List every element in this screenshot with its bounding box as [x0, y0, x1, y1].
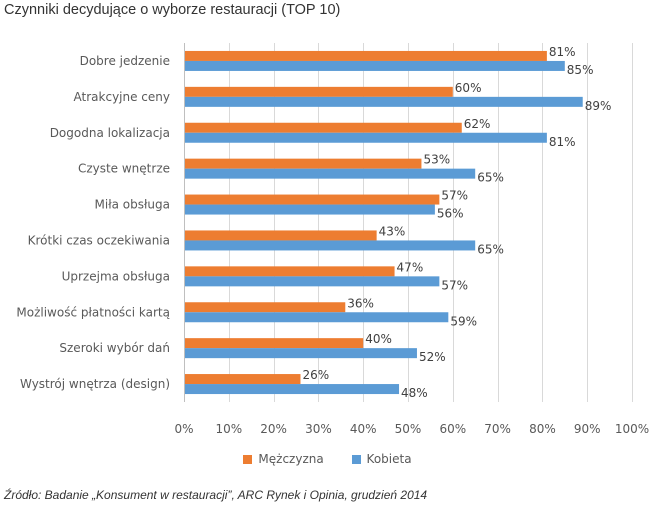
bar-chart: 0% 10% 20% 30% 40% 50% 60% 70% 80% 90% 100% Dobre j…	[16, 43, 649, 436]
legend: Mężczyzna Kobieta	[0, 452, 655, 467]
legend-swatch-men	[243, 454, 253, 464]
legend-swatch-women	[351, 454, 361, 464]
bar-men	[185, 194, 440, 205]
category-label: Możliwość płatności kartą	[16, 305, 170, 319]
data-label-men: 62%	[464, 117, 491, 131]
bar-men	[185, 302, 346, 313]
data-label-women: 52%	[419, 350, 446, 364]
legend-item-men: Mężczyzna	[243, 452, 324, 466]
category-label: Dogodna lokalizacja	[50, 126, 170, 140]
data-label-men: 53%	[423, 153, 450, 167]
data-label-men: 43%	[379, 224, 406, 238]
x-tick-label-70: 70%	[484, 422, 511, 436]
legend-item-women: Kobieta	[351, 452, 412, 466]
x-tick-label-10: 10%	[215, 422, 242, 436]
data-label-men: 60%	[455, 81, 482, 95]
bar-women	[185, 240, 476, 251]
bar-men	[185, 230, 377, 241]
bar-women	[185, 276, 440, 287]
x-tick-label-30: 30%	[305, 422, 332, 436]
category-label: Szeroki wybór dań	[59, 341, 170, 355]
x-tick-label-90: 90%	[574, 422, 601, 436]
category-label: Krótki czas oczekiwania	[28, 233, 170, 247]
category-label: Dobre jedzenie	[80, 54, 170, 68]
bar-women	[185, 204, 435, 215]
data-label-men: 36%	[347, 296, 374, 310]
bar-men	[185, 158, 422, 169]
data-label-men: 57%	[441, 189, 468, 203]
data-label-women: 56%	[437, 207, 464, 221]
bar-women	[185, 348, 417, 359]
source-note: Źródło: Badanie „Konsument w restauracji…	[4, 488, 428, 502]
category-label: Wystrój wnętrza (design)	[20, 377, 170, 391]
bar-men	[185, 122, 462, 133]
category-label: Czyste wnętrze	[78, 162, 170, 176]
bar-men	[185, 374, 301, 385]
data-label-women: 48%	[401, 386, 428, 400]
data-label-women: 65%	[477, 242, 504, 256]
data-label-women: 89%	[585, 99, 612, 113]
bar-women	[185, 60, 565, 71]
data-label-women: 57%	[441, 278, 468, 292]
x-tick-label-20: 20%	[260, 422, 287, 436]
category-label: Atrakcyjne ceny	[74, 90, 170, 104]
bar-women	[185, 168, 476, 179]
bar-women	[185, 132, 547, 143]
data-label-men: 26%	[302, 368, 329, 382]
x-tick-label-60: 60%	[439, 422, 466, 436]
bar-women	[185, 96, 583, 107]
bar-women	[185, 312, 449, 323]
legend-label-women: Kobieta	[366, 452, 412, 466]
data-label-men: 81%	[549, 45, 576, 59]
x-tick-label-80: 80%	[529, 422, 556, 436]
bar-men	[185, 86, 453, 97]
chart-title: Czynniki decydujące o wyborze restauracj…	[4, 2, 341, 18]
x-tick-label-40: 40%	[350, 422, 377, 436]
x-tick-label-50: 50%	[395, 422, 422, 436]
bar-men	[185, 266, 395, 277]
category-label: Miła obsługa	[95, 198, 170, 212]
category-label: Uprzejma obsługa	[62, 269, 170, 283]
x-tick-label-0: 0%	[174, 422, 193, 436]
bar-women	[185, 384, 400, 395]
x-tick-label-100: 100%	[615, 422, 649, 436]
bar-men	[185, 50, 547, 61]
data-label-women: 81%	[549, 135, 576, 149]
data-label-women: 85%	[567, 63, 594, 77]
data-label-men: 40%	[365, 332, 392, 346]
data-label-men: 47%	[397, 260, 424, 274]
data-label-women: 65%	[477, 171, 504, 185]
legend-label-men: Mężczyzna	[258, 452, 324, 466]
bar-men	[185, 338, 364, 349]
data-label-women: 59%	[450, 314, 477, 328]
